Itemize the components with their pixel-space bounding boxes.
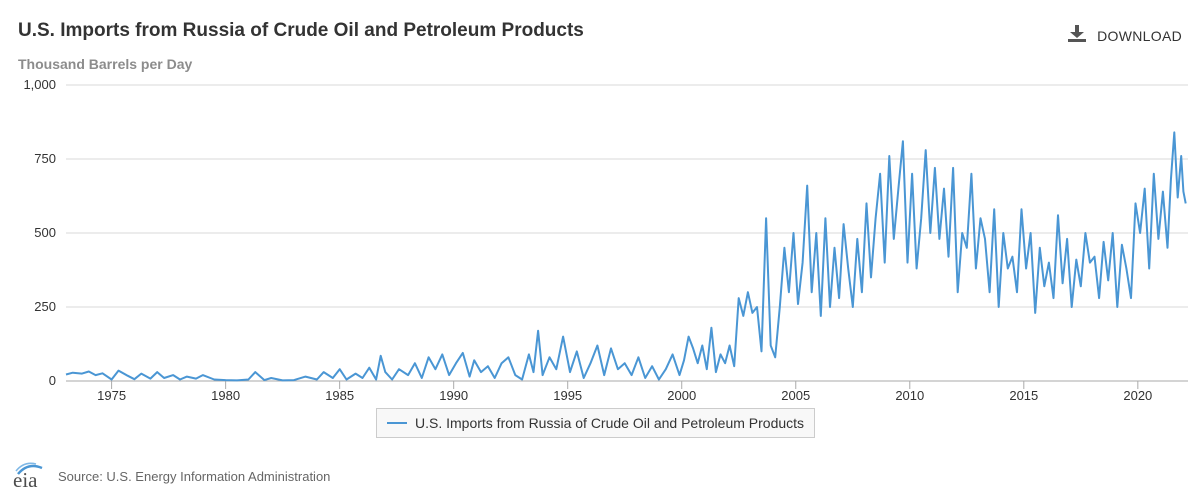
y-tick-label: 250 bbox=[34, 299, 56, 314]
chart-grid bbox=[66, 84, 1188, 308]
y-tick-label: 1,000 bbox=[23, 77, 56, 92]
x-axis: 1975 1980 1985 1990 1995 2000 2005 2010 2015 2020 bbox=[66, 380, 1188, 400]
download-icon bbox=[1067, 24, 1087, 47]
x-tick-label: 2005 bbox=[781, 388, 810, 400]
x-tick-label: 2010 bbox=[895, 388, 924, 400]
series-line bbox=[65, 131, 1187, 382]
y-tick-label: 0 bbox=[49, 373, 56, 388]
download-button[interactable]: DOWNLOAD bbox=[1067, 24, 1182, 47]
x-tick-label: 1995 bbox=[553, 388, 582, 400]
legend-swatch bbox=[387, 422, 407, 424]
y-tick-label: 750 bbox=[34, 151, 56, 166]
download-label: DOWNLOAD bbox=[1097, 27, 1182, 44]
legend-label: U.S. Imports from Russia of Crude Oil an… bbox=[415, 415, 805, 431]
x-tick-label: 1990 bbox=[439, 388, 468, 400]
legend-item[interactable]: U.S. Imports from Russia of Crude Oil an… bbox=[376, 408, 816, 438]
x-tick-label: 2020 bbox=[1123, 388, 1152, 400]
y-axis-labels: 0 250 500 750 1,000 bbox=[23, 77, 56, 388]
x-tick-label: 1975 bbox=[97, 388, 126, 400]
y-tick-label: 500 bbox=[34, 225, 56, 240]
x-tick-label: 1985 bbox=[325, 388, 354, 400]
footer: eia Source: U.S. Energy Information Admi… bbox=[10, 462, 331, 492]
chart-series bbox=[65, 131, 1187, 382]
source-note: Source: U.S. Energy Information Administ… bbox=[58, 468, 331, 484]
x-tick-label: 2000 bbox=[667, 388, 696, 400]
x-tick-label: 2015 bbox=[1009, 388, 1038, 400]
logo-text: eia bbox=[13, 468, 38, 490]
chart-subtitle: Thousand Barrels per Day bbox=[18, 56, 193, 72]
chart-title: U.S. Imports from Russia of Crude Oil an… bbox=[18, 20, 584, 41]
x-tick-label: 1980 bbox=[211, 388, 240, 400]
eia-logo: eia bbox=[10, 462, 48, 492]
line-chart: 0 250 500 750 1,000 1975 1980 1985 1990 1995 2000… bbox=[23, 77, 1188, 400]
